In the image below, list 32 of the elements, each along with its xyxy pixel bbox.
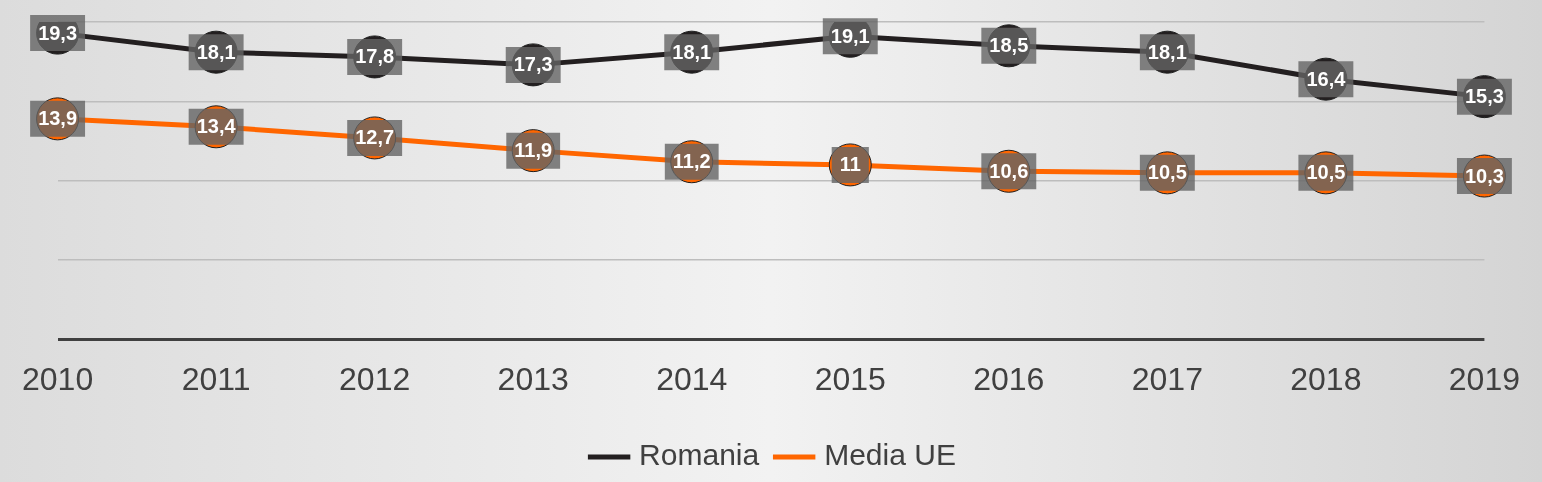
data-label: 10,5 (1306, 161, 1346, 184)
data-label: 17,8 (355, 45, 395, 68)
data-label: 18,5 (989, 34, 1029, 57)
data-label: 15,3 (1464, 85, 1504, 108)
x-tick-label: 2012 (339, 360, 411, 397)
data-label: 19,1 (830, 24, 870, 47)
data-label: 11,2 (672, 150, 711, 173)
x-tick-label: 2013 (497, 360, 569, 397)
data-label: 10,3 (1464, 164, 1504, 187)
x-tick-label: 2014 (656, 360, 728, 397)
x-tick-label: 2017 (1131, 360, 1203, 397)
data-label: 18,1 (1147, 40, 1187, 63)
x-tick-label: 2011 (181, 360, 251, 397)
data-label: 11 (839, 153, 861, 176)
x-tick-label: 2018 (1290, 360, 1362, 397)
x-tick-label: 2015 (814, 360, 886, 397)
data-label: 13,4 (196, 115, 237, 138)
data-label: 17,3 (513, 53, 553, 76)
x-tick-label: 2010 (22, 360, 94, 397)
data-label: 18,1 (672, 40, 712, 63)
x-tick-label: 2016 (973, 360, 1045, 397)
x-tick-label: 2019 (1448, 360, 1520, 397)
data-label: 10,5 (1147, 161, 1187, 184)
data-label: 18,1 (196, 40, 236, 63)
legend-label: Romania (639, 438, 760, 472)
legend-label: Media UE (824, 438, 956, 472)
data-label: 16,4 (1306, 67, 1347, 90)
data-label: 11,9 (514, 139, 553, 162)
data-label: 10,6 (989, 159, 1029, 182)
data-label: 12,7 (355, 126, 395, 149)
data-label: 19,3 (38, 21, 78, 44)
data-label: 13,9 (38, 107, 78, 130)
